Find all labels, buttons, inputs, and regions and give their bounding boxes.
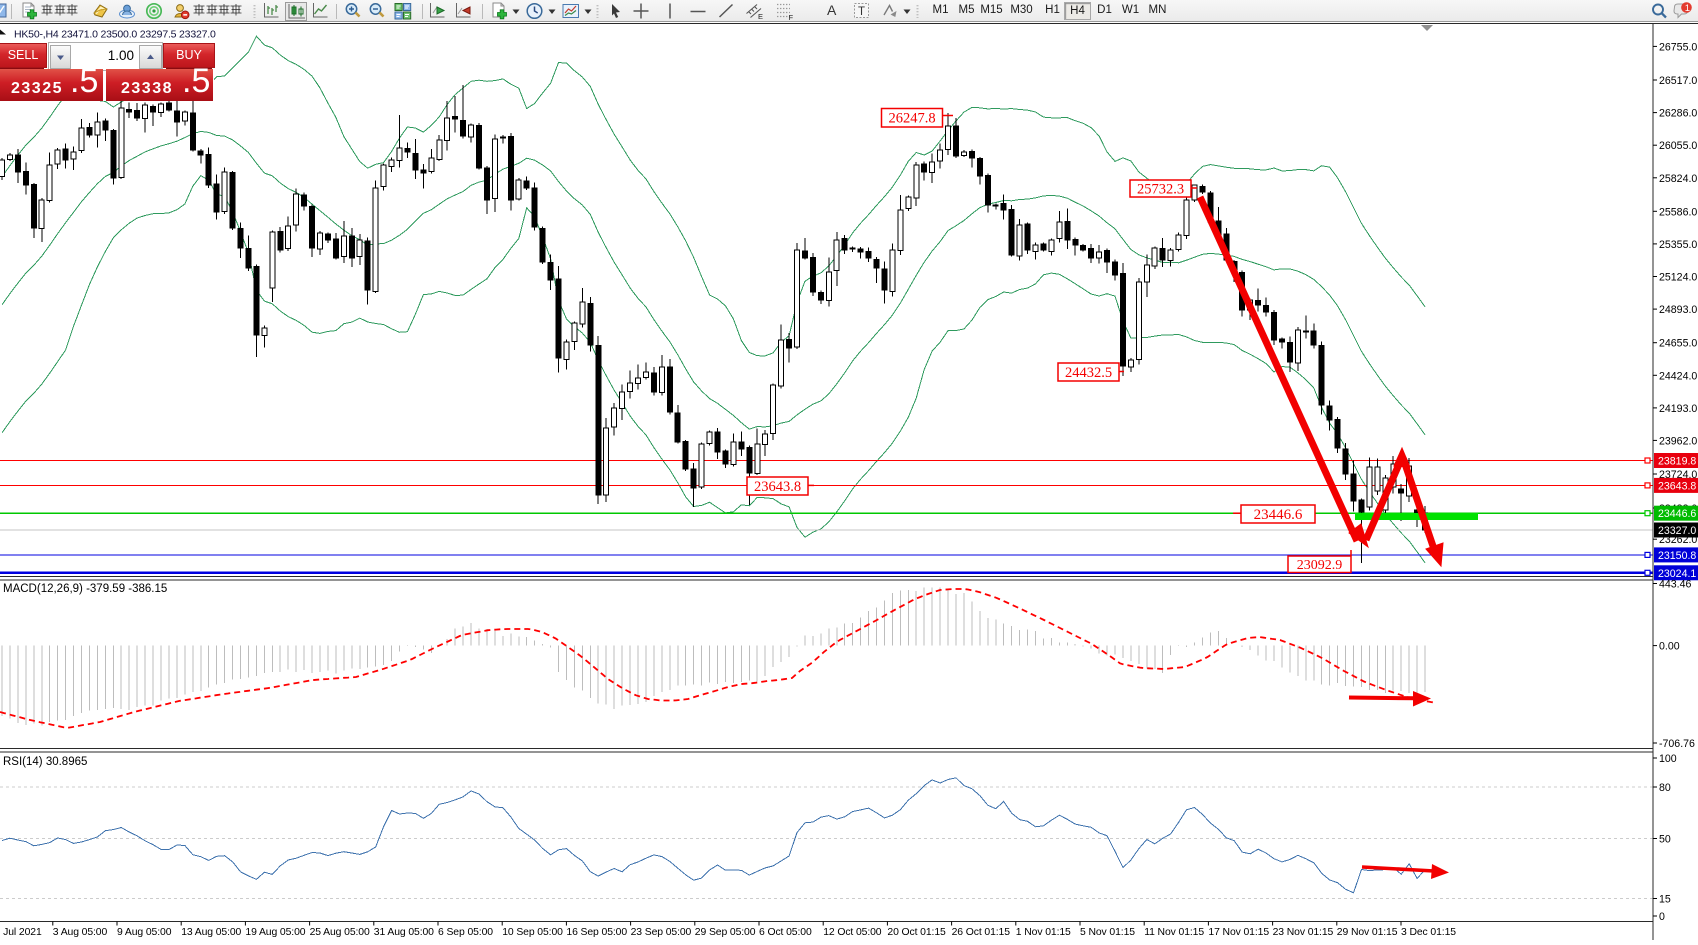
svg-text:23446.6: 23446.6 xyxy=(1658,508,1696,520)
svg-text:6 Sep 05:00: 6 Sep 05:00 xyxy=(438,927,493,938)
svg-text:25355.0: 25355.0 xyxy=(1659,239,1697,251)
svg-text:23962.0: 23962.0 xyxy=(1659,435,1697,447)
svg-text:T: T xyxy=(858,6,865,18)
svg-text:26 Oct 01:15: 26 Oct 01:15 xyxy=(952,927,1011,938)
svg-text:25124.0: 25124.0 xyxy=(1659,272,1697,284)
svg-text:0: 0 xyxy=(1659,911,1665,923)
svg-text:29 Nov 01:15: 29 Nov 01:15 xyxy=(1337,927,1398,938)
svg-text:31 Aug 05:00: 31 Aug 05:00 xyxy=(374,927,434,938)
svg-text:MACD(12,26,9) -379.59 -386.15: MACD(12,26,9) -379.59 -386.15 xyxy=(3,583,167,595)
svg-text:24193.0: 24193.0 xyxy=(1659,403,1697,415)
svg-text:23150.8: 23150.8 xyxy=(1658,550,1696,562)
svg-text:443.46: 443.46 xyxy=(1659,579,1692,591)
svg-text:3 Aug 05:00: 3 Aug 05:00 xyxy=(53,927,108,938)
svg-text:23 Nov 01:15: 23 Nov 01:15 xyxy=(1273,927,1334,938)
svg-text:20 Oct 01:15: 20 Oct 01:15 xyxy=(887,927,946,938)
svg-text:RSI(14) 30.8965: RSI(14) 30.8965 xyxy=(3,756,87,768)
svg-text:26286.0: 26286.0 xyxy=(1659,108,1697,120)
svg-text:6 Oct 05:00: 6 Oct 05:00 xyxy=(759,927,812,938)
svg-text:25586.0: 25586.0 xyxy=(1659,206,1697,218)
svg-text:23327.0: 23327.0 xyxy=(1658,525,1696,537)
svg-text:23643.8: 23643.8 xyxy=(1658,480,1696,492)
svg-text:10 Sep 05:00: 10 Sep 05:00 xyxy=(502,927,563,938)
svg-text:26247.8: 26247.8 xyxy=(888,111,935,127)
svg-text:-706.76: -706.76 xyxy=(1659,738,1695,750)
svg-text:100: 100 xyxy=(1659,753,1677,765)
svg-text:19 Aug 05:00: 19 Aug 05:00 xyxy=(245,927,305,938)
svg-text:5 Nov 01:15: 5 Nov 01:15 xyxy=(1080,927,1135,938)
svg-text:24655.0: 24655.0 xyxy=(1659,338,1697,350)
svg-text:24893.0: 24893.0 xyxy=(1659,304,1697,316)
svg-text:28 Jul 2021: 28 Jul 2021 xyxy=(0,927,42,938)
svg-text:50: 50 xyxy=(1659,834,1671,846)
svg-text:26517.0: 26517.0 xyxy=(1659,75,1697,87)
svg-text:26755.0: 26755.0 xyxy=(1659,41,1697,53)
svg-text:16 Sep 05:00: 16 Sep 05:00 xyxy=(566,927,627,938)
svg-text:11 Nov 01:15: 11 Nov 01:15 xyxy=(1144,927,1204,938)
svg-text:0.00: 0.00 xyxy=(1659,641,1680,653)
svg-text:12 Oct 05:00: 12 Oct 05:00 xyxy=(823,927,882,938)
svg-text:26055.0: 26055.0 xyxy=(1659,140,1697,152)
svg-text:25 Aug 05:00: 25 Aug 05:00 xyxy=(310,927,370,938)
svg-text:24424.0: 24424.0 xyxy=(1659,370,1697,382)
svg-text:HK50-,H4 23471.0 23500.0 2329: HK50-,H4 23471.0 23500.0 23297.5 23327.0 xyxy=(14,29,216,41)
svg-text:15: 15 xyxy=(1659,894,1671,906)
svg-text:23 Sep 05:00: 23 Sep 05:00 xyxy=(631,927,692,938)
svg-text:1 Nov 01:15: 1 Nov 01:15 xyxy=(1016,927,1071,938)
svg-text:25732.3: 25732.3 xyxy=(1137,181,1184,197)
svg-text:23446.6: 23446.6 xyxy=(1254,507,1303,523)
svg-text:13 Aug 05:00: 13 Aug 05:00 xyxy=(181,927,241,938)
svg-text:24432.5: 24432.5 xyxy=(1065,365,1112,381)
svg-text:23643.8: 23643.8 xyxy=(754,479,801,495)
svg-text:1: 1 xyxy=(1685,3,1690,14)
svg-text:23024.1: 23024.1 xyxy=(1658,568,1696,580)
svg-text:9 Aug 05:00: 9 Aug 05:00 xyxy=(117,927,172,938)
svg-text:23819.8: 23819.8 xyxy=(1658,456,1696,468)
svg-text:80: 80 xyxy=(1659,782,1671,794)
svg-text:25824.0: 25824.0 xyxy=(1659,173,1697,185)
svg-text:17 Nov 01:15: 17 Nov 01:15 xyxy=(1208,927,1269,938)
svg-text:E: E xyxy=(758,12,763,21)
svg-text:3 Dec 01:15: 3 Dec 01:15 xyxy=(1401,927,1456,938)
svg-text:29 Sep 05:00: 29 Sep 05:00 xyxy=(695,927,756,938)
svg-text:23092.9: 23092.9 xyxy=(1297,558,1343,573)
svg-text:F: F xyxy=(789,13,794,21)
